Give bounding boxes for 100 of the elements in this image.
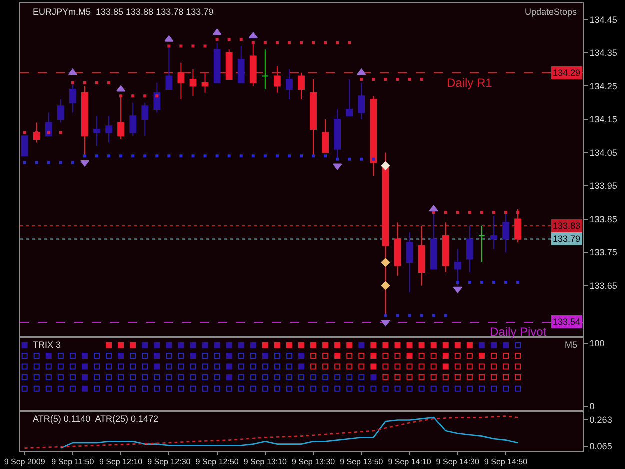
point — [372, 78, 376, 82]
point — [454, 353, 461, 360]
point — [118, 353, 124, 360]
point — [396, 78, 400, 82]
point — [132, 94, 135, 98]
point — [503, 374, 510, 380]
point — [322, 342, 329, 348]
point — [358, 364, 365, 370]
point — [47, 161, 50, 164]
point — [454, 374, 461, 380]
point — [384, 78, 388, 82]
point — [336, 158, 340, 161]
x-tick-label: 9 Sep 13:10 — [244, 458, 288, 467]
point — [264, 41, 267, 44]
point — [264, 154, 267, 158]
point — [95, 81, 98, 84]
point — [156, 94, 159, 98]
candlestick — [33, 122, 40, 144]
point — [154, 353, 160, 360]
point — [68, 68, 78, 76]
candlestick — [466, 225, 474, 274]
point — [310, 353, 317, 360]
x-tick-label: 9 Sep 12:30 — [148, 458, 192, 467]
point — [432, 314, 436, 318]
point — [144, 94, 147, 98]
candlestick — [502, 212, 510, 254]
point — [226, 364, 232, 370]
point — [406, 374, 413, 380]
point — [212, 28, 222, 36]
point — [432, 211, 436, 214]
point — [370, 342, 377, 348]
point — [515, 364, 522, 370]
point — [300, 154, 303, 158]
point — [490, 374, 497, 380]
y-tick-label: 0 — [590, 402, 595, 412]
point — [228, 38, 231, 42]
point — [228, 154, 231, 158]
point — [444, 211, 448, 214]
point — [204, 44, 207, 48]
point — [333, 164, 342, 170]
point — [370, 364, 377, 370]
point — [381, 162, 390, 170]
point — [71, 161, 74, 164]
point — [453, 286, 462, 294]
x-tick-label: 9 Sep 13:50 — [340, 458, 384, 467]
point — [396, 314, 400, 318]
x-tick-label: 9 Sep 12:50 — [196, 458, 240, 467]
point — [35, 161, 38, 164]
point — [358, 353, 365, 360]
point — [120, 154, 123, 158]
point — [442, 353, 449, 360]
point — [406, 364, 413, 370]
candlestick — [406, 232, 414, 294]
point — [226, 353, 232, 360]
point — [468, 211, 472, 214]
point — [480, 281, 484, 284]
point — [478, 374, 485, 380]
point — [204, 154, 207, 158]
point — [276, 41, 279, 44]
point — [252, 41, 255, 44]
point — [454, 342, 461, 348]
point — [358, 342, 365, 348]
point — [490, 342, 497, 348]
point — [334, 342, 341, 348]
y-tick-label: 0.065 — [590, 441, 612, 452]
point — [80, 160, 90, 167]
point — [444, 314, 448, 318]
point — [430, 353, 437, 360]
point — [312, 41, 316, 44]
candlestick — [454, 248, 462, 286]
point — [238, 342, 244, 348]
candlestick — [21, 136, 28, 157]
y-tick-label: 0.263 — [590, 415, 612, 426]
point — [370, 353, 377, 360]
candlestick — [214, 42, 221, 84]
candlestick — [130, 102, 137, 137]
candlestick — [370, 96, 378, 177]
candlestick — [45, 112, 52, 137]
point — [108, 154, 111, 158]
point — [324, 41, 328, 44]
point — [406, 342, 413, 348]
point — [118, 342, 124, 348]
point — [336, 41, 340, 44]
point — [156, 154, 159, 158]
point — [360, 158, 364, 161]
candlestick — [310, 79, 317, 157]
point — [180, 154, 183, 158]
point — [478, 342, 485, 348]
candlestick — [190, 69, 197, 97]
candlestick — [274, 66, 281, 94]
point — [503, 353, 510, 360]
point — [312, 154, 316, 158]
y-tick-label: 134.05 — [590, 148, 618, 158]
ref-line-label: 133.83 — [553, 221, 581, 231]
point — [71, 81, 74, 84]
point — [382, 364, 389, 370]
point — [154, 364, 160, 370]
point — [516, 211, 520, 214]
candlestick — [298, 72, 305, 100]
point — [466, 364, 473, 370]
